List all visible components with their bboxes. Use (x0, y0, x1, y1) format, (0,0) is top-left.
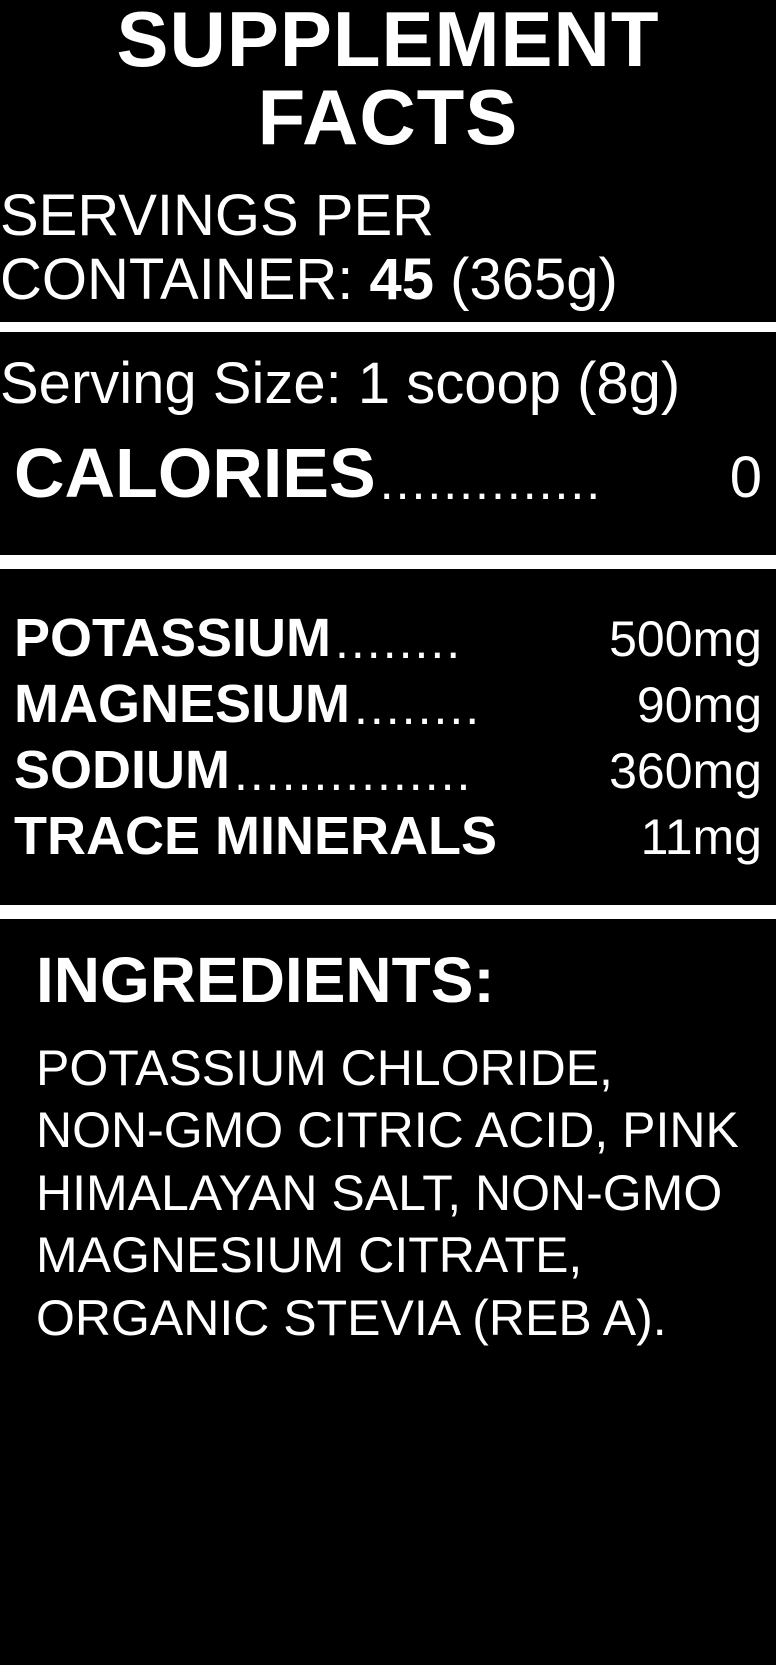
divider (0, 905, 776, 919)
nutrients-block: POTASSIUM ........ 500mg MAGNESIUM .....… (0, 605, 776, 869)
panel-title: SUPPLEMENT FACTS (0, 0, 776, 164)
serving-size: Serving Size: 1 scoop (8g) (0, 332, 776, 427)
nutrient-label: SODIUM (14, 739, 230, 801)
calories-label: CALORIES (14, 433, 376, 513)
servings-weight: (365g) (434, 247, 618, 312)
nutrient-label: POTASSIUM (14, 607, 331, 669)
nutrient-row: TRACE MINERALS 11mg (0, 803, 776, 869)
calories-dots: .............. (376, 453, 730, 511)
supplement-facts-panel: SUPPLEMENT FACTS SERVINGS PER CONTAINER:… (0, 0, 776, 1369)
calories-row: CALORIES .............. 0 (0, 427, 776, 519)
nutrient-value: 500mg (609, 610, 762, 668)
nutrient-row: MAGNESIUM ........ 90mg (0, 671, 776, 737)
ingredients-heading: INGREDIENTS: (0, 919, 776, 1027)
nutrient-value: 90mg (637, 676, 762, 734)
nutrient-label: TRACE MINERALS (14, 805, 497, 867)
nutrient-row: SODIUM ............... 360mg (0, 737, 776, 803)
divider (0, 555, 776, 569)
servings-label-line1: SERVINGS PER (0, 183, 434, 248)
nutrient-dots: ............... (230, 744, 609, 802)
nutrient-dots: ........ (350, 678, 637, 736)
nutrient-row: POTASSIUM ........ 500mg (0, 605, 776, 671)
nutrient-value: 11mg (641, 808, 762, 866)
calories-value: 0 (730, 444, 762, 511)
nutrient-label: MAGNESIUM (14, 673, 350, 735)
servings-count: 45 (370, 247, 435, 312)
nutrient-dots: ........ (331, 612, 609, 670)
ingredients-list: POTASSIUM CHLORIDE, NON-GMO CITRIC ACID,… (0, 1027, 776, 1350)
servings-label-line2: CONTAINER: (0, 247, 370, 312)
servings-per-container: SERVINGS PER CONTAINER: 45 (365g) (0, 164, 776, 322)
nutrient-value: 360mg (609, 742, 762, 800)
divider (0, 322, 776, 332)
